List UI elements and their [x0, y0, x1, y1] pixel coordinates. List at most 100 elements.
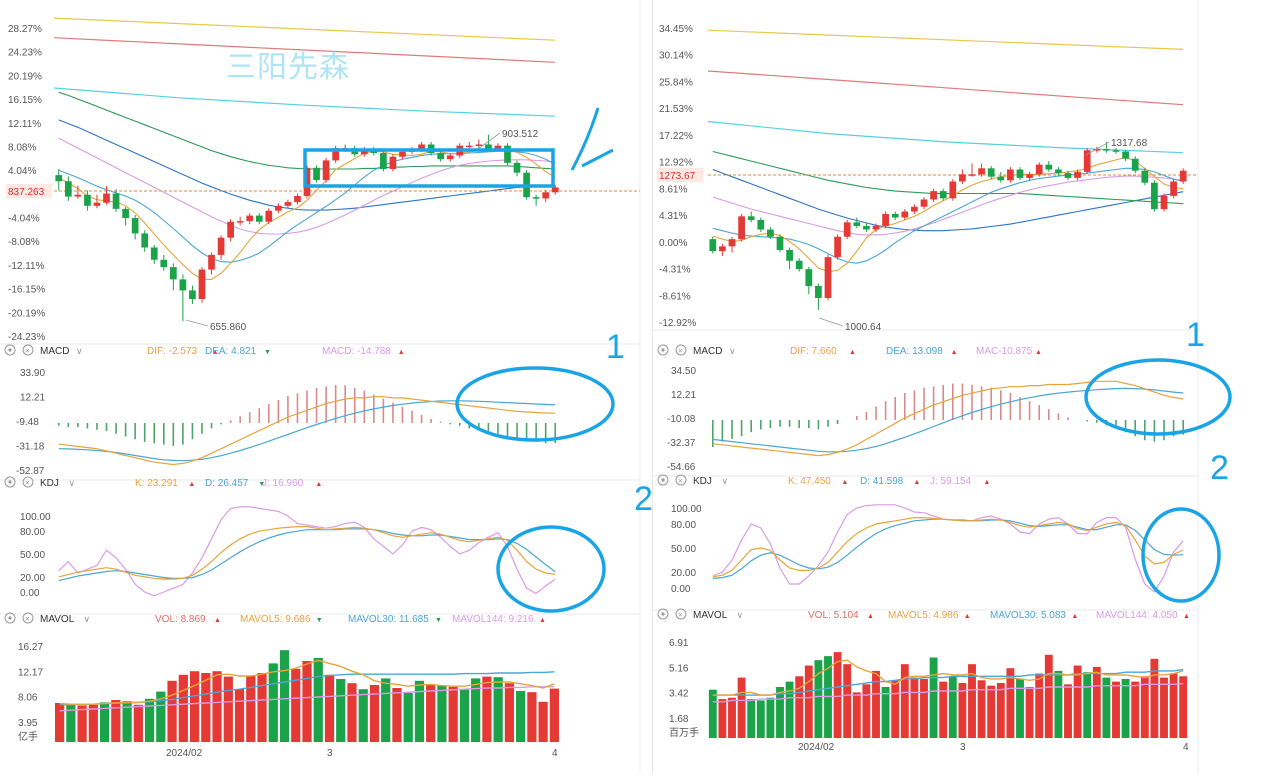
candle-body	[532, 197, 540, 199]
candle-body	[882, 213, 889, 226]
candle-body	[141, 233, 149, 248]
main-y-tick-label: 34.45%	[659, 24, 693, 35]
chevron-down-icon: ∨	[76, 346, 83, 356]
close-icon-glyph: ×	[678, 477, 683, 486]
candle-body	[863, 225, 870, 230]
volume-bar	[804, 665, 813, 738]
close-icon	[22, 344, 34, 356]
macd-y-tick-label: 12.21	[671, 390, 696, 401]
ma20-line	[712, 175, 1184, 236]
main-y-tick-label: 17.22%	[659, 131, 693, 142]
main-y-tick-label: 21.53%	[659, 104, 693, 115]
trend-arrow-icon: ▼	[264, 349, 271, 356]
volume-bar	[459, 689, 470, 742]
main-y-tick-label: -24.23%	[8, 332, 45, 343]
volume-bar	[843, 664, 852, 738]
main-y-tick-label: 8.08%	[8, 142, 36, 153]
watermark-text: 三阳先森	[226, 50, 350, 85]
main-y-tick-label: 25.84%	[659, 77, 693, 88]
volume-bar	[369, 685, 380, 742]
volume-bar	[891, 680, 900, 738]
volume-bar	[718, 699, 727, 738]
macd-y-tick-label: -9.48	[16, 417, 39, 428]
candle-body	[1170, 181, 1177, 196]
candle-body	[805, 269, 813, 286]
candle-body	[728, 239, 736, 247]
volume-bar	[257, 673, 267, 742]
high-pointer	[477, 132, 501, 150]
kdj-d-value: D: 26.457	[205, 478, 249, 489]
volume-bar	[1169, 673, 1178, 738]
main-y-tick-label: 30.14%	[659, 51, 693, 62]
volume-bar	[122, 701, 132, 742]
candle-body	[1055, 169, 1062, 174]
current-price-tag	[657, 168, 703, 182]
volume-bar	[1035, 673, 1044, 738]
volume-bar	[1025, 687, 1034, 738]
candle-body	[485, 144, 492, 150]
macd-dea-line	[58, 400, 556, 462]
volume-bar	[1102, 677, 1111, 738]
mavol5-line	[712, 659, 1184, 696]
candle-body	[265, 210, 273, 222]
volume-bar	[189, 671, 200, 742]
candle-body	[122, 208, 129, 219]
indicator-name: MACD	[693, 346, 722, 357]
highlight-box	[303, 148, 555, 188]
settings-icon	[657, 344, 669, 356]
trend-arrow-icon: ▼	[435, 617, 442, 624]
mavol-ma5-value: MAVOL5: 4.986	[888, 610, 959, 621]
candle-body	[504, 145, 511, 163]
candle-body	[189, 290, 196, 300]
volume-y-tick-label: 5.16	[669, 663, 689, 674]
ma250-line	[707, 29, 1184, 50]
candle-body	[475, 144, 483, 146]
candle-body	[968, 174, 976, 176]
candle-body	[920, 199, 928, 207]
ma5-line	[712, 156, 1184, 273]
current-price-label: 1273.67	[659, 171, 696, 182]
close-icon-glyph: ×	[25, 615, 30, 624]
kdj-y-tick-label: 20.00	[671, 568, 696, 579]
kdj-j-line	[712, 504, 1184, 593]
main-y-tick-label: 0.00%	[659, 238, 687, 249]
main-y-tick-label: 24.23%	[8, 48, 42, 59]
low-pointer	[818, 317, 844, 327]
ma120-line	[58, 119, 556, 211]
indicator-name: MAVOL	[40, 614, 75, 625]
trend-arrow-icon: ▲	[867, 613, 874, 620]
period-high-label: 903.512	[502, 129, 539, 140]
candle-body	[160, 259, 168, 268]
candle-body	[834, 236, 841, 258]
candle-body	[84, 194, 91, 206]
close-icon-glyph: ×	[25, 347, 30, 356]
candle-body	[949, 181, 957, 199]
candle-body	[313, 167, 320, 181]
ma60-line	[712, 150, 1184, 205]
volume-bar	[785, 681, 794, 738]
macd-dea-value: DEA: 13.098	[886, 346, 943, 357]
x-axis-label: 2024/02	[166, 748, 203, 759]
settings-icon-center	[8, 616, 12, 620]
x-axis-label: 3	[960, 742, 966, 753]
trend-arrow-icon: ▲	[964, 613, 971, 620]
volume-bar	[426, 684, 436, 742]
main-y-tick-label: 16.15%	[8, 95, 42, 106]
ma10-line	[712, 167, 1184, 264]
settings-icon-center	[661, 348, 665, 352]
volume-bar	[99, 702, 110, 742]
volume-bar	[268, 663, 278, 742]
ma120-line	[712, 168, 1184, 232]
trend-arrow-icon: ▼	[258, 481, 265, 488]
trend-arrow-icon: ▲	[841, 479, 848, 486]
chevron-down-icon: ∨	[84, 614, 91, 624]
volume-bar	[167, 680, 177, 742]
volume-bar	[1083, 672, 1092, 738]
volume-y-tick-label: 3.42	[669, 689, 689, 700]
main-y-tick-label: 12.92%	[659, 158, 693, 169]
trend-arrow-icon: ▼	[316, 617, 323, 624]
kdj-k-value: K: 23.291	[135, 478, 178, 489]
mavol-ma144-value: MAVOL144: 4.050	[1096, 610, 1178, 621]
volume-bar	[977, 680, 986, 738]
candle-body	[284, 202, 292, 206]
